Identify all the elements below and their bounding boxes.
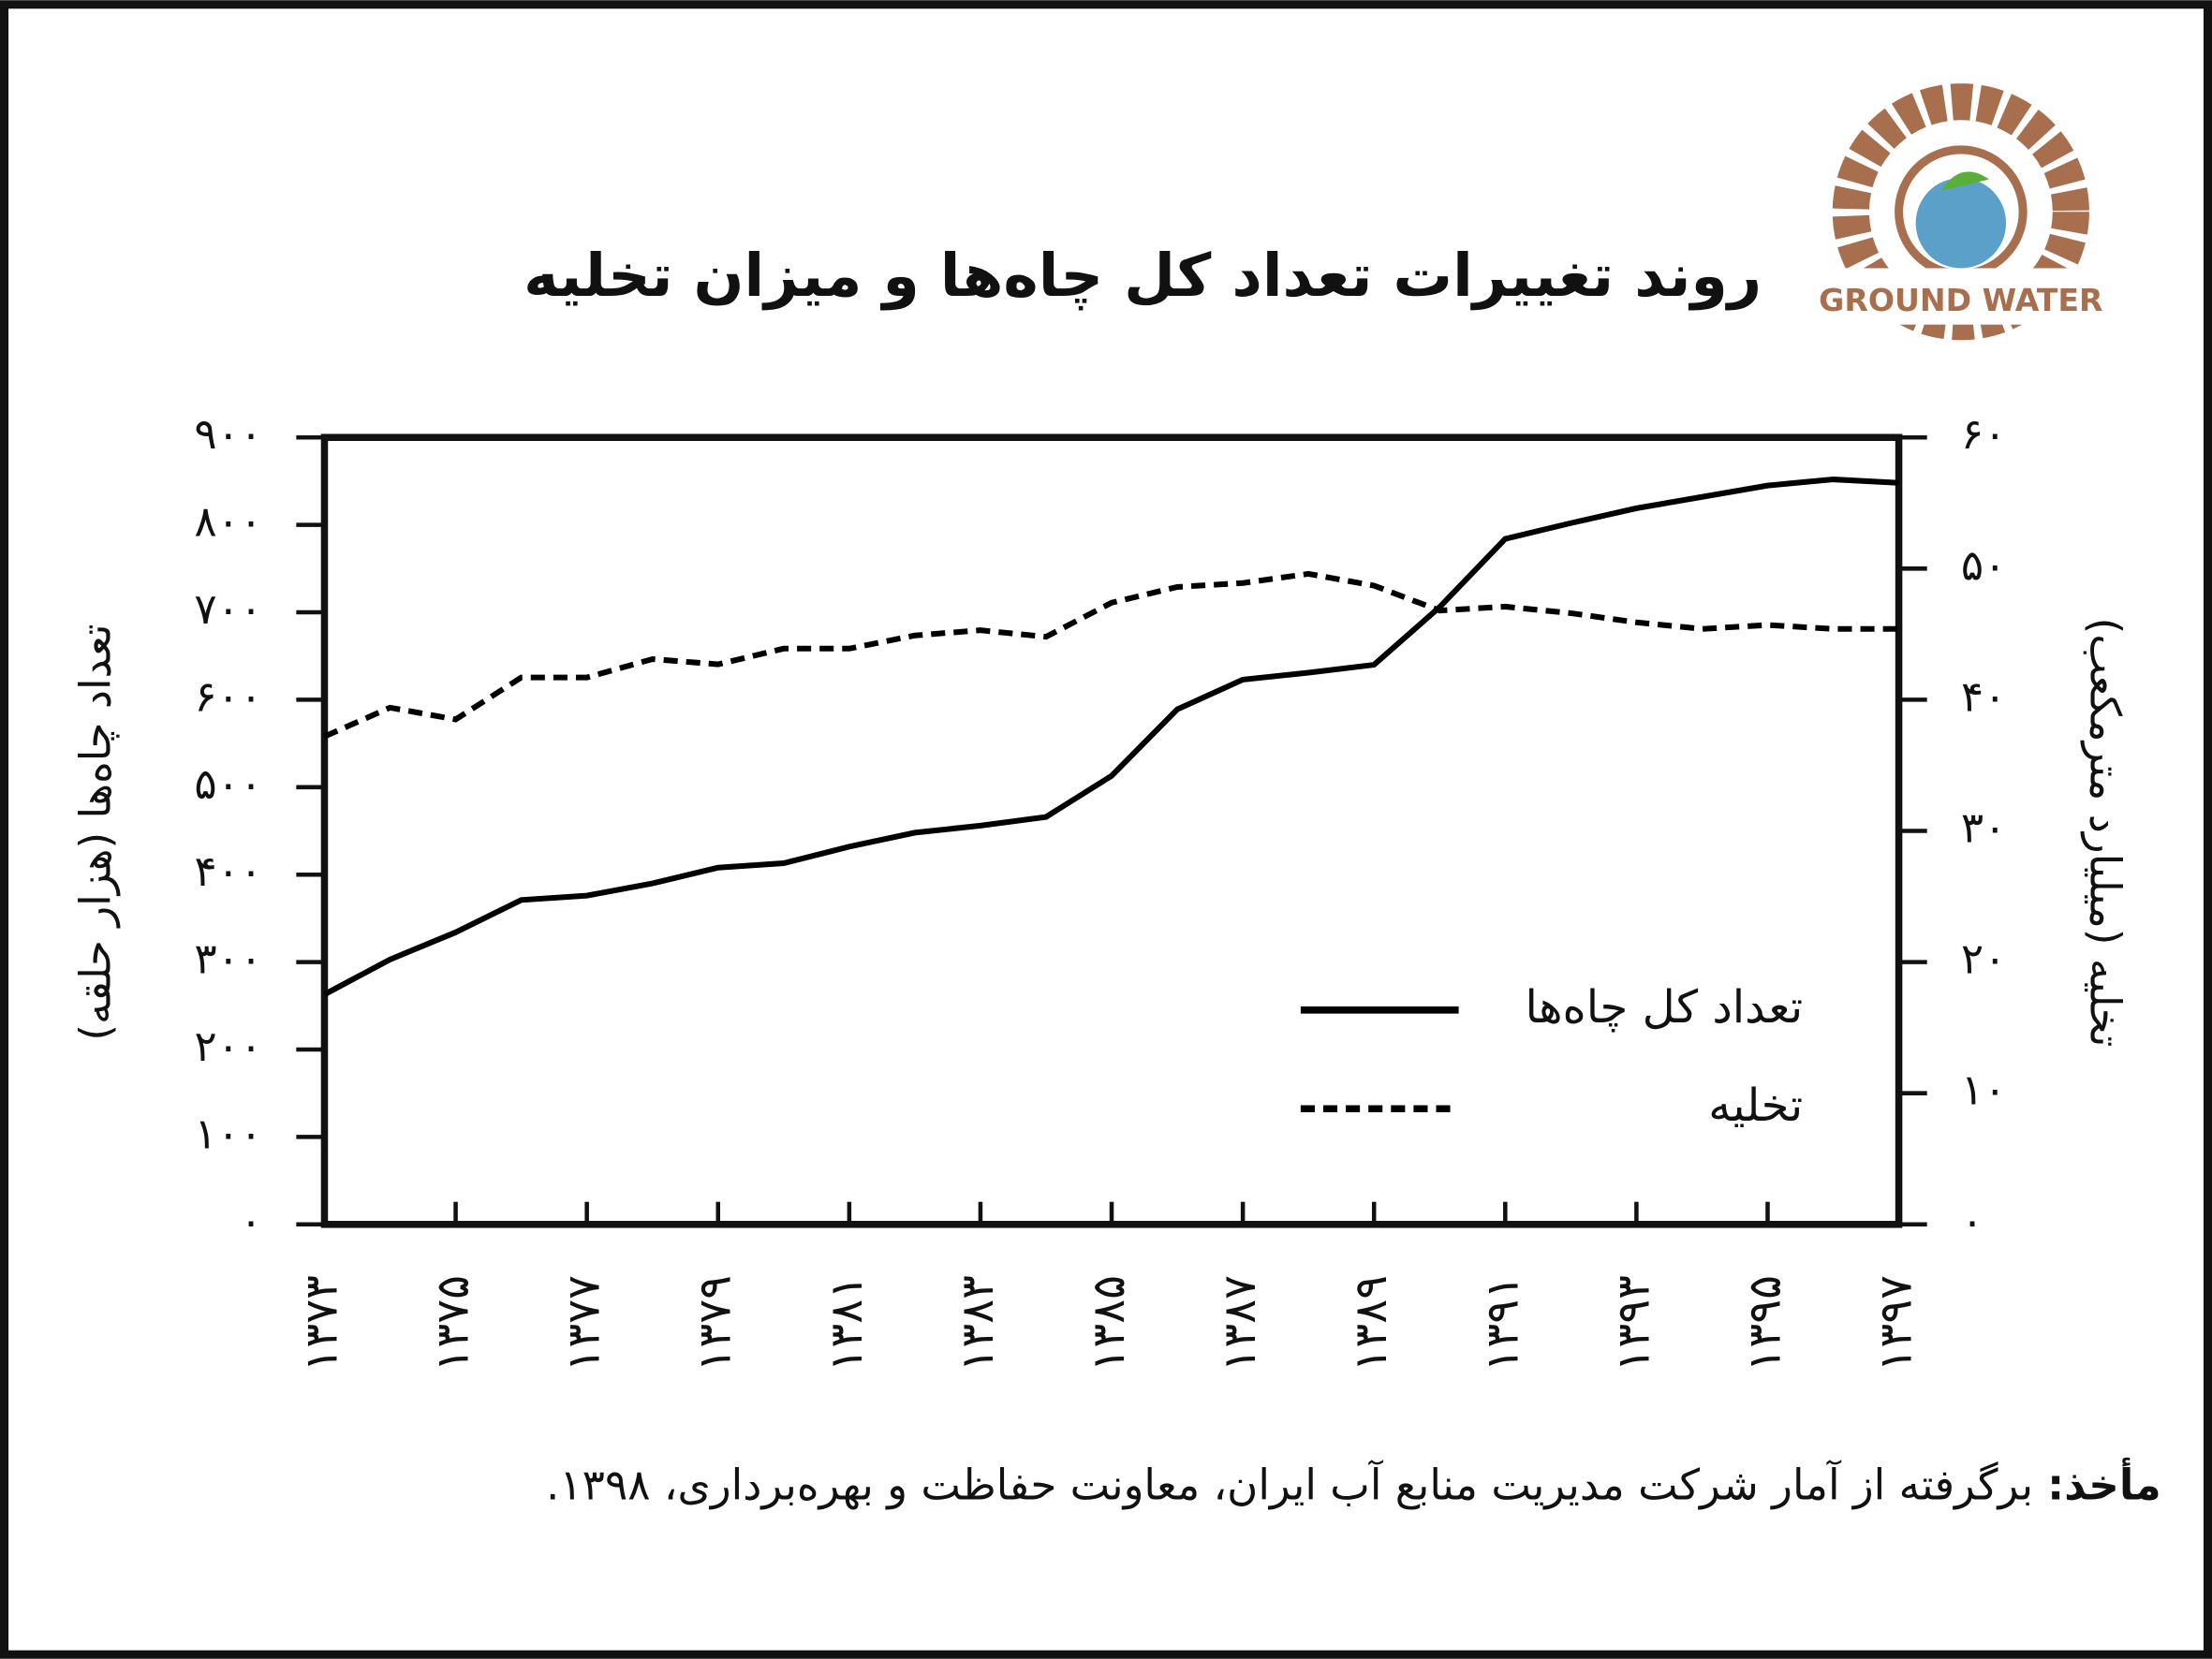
logo-bg: [1834, 268, 2088, 325]
y2-axis-title: تخلیه (میلیارد مترمکعب): [2080, 618, 2131, 1048]
logo-text: GROUND WATER: [1819, 282, 2102, 318]
data-line: [323, 570, 1899, 740]
y2-tick-label: ۲۰: [1961, 934, 2007, 984]
y2-tick-label: ۵۰: [1961, 540, 2007, 590]
plot-frame: [320, 433, 1903, 1228]
y-tick-label: ۶۰۰: [194, 671, 262, 721]
logo-water: [1915, 178, 2007, 269]
logo-leaf: [1940, 171, 1989, 191]
y-tick-label: ۹۰۰: [194, 409, 262, 459]
x-tick-label: ۱۳۷۷: [558, 1275, 611, 1373]
x-tick-label: ۱۳۸۹: [1345, 1275, 1397, 1373]
y2-tick-label: ۱۰: [1961, 1065, 2007, 1115]
x-tick-label: ۱۳۸۵: [1083, 1275, 1135, 1373]
legend-label: تخلیه: [1708, 1079, 1803, 1132]
y-tick-label: ۷۰۰: [194, 584, 262, 634]
x-tick-label: ۱۳۹۷: [1870, 1275, 1923, 1373]
x-tick-label: ۱۳۹۱: [1476, 1275, 1528, 1373]
x-tick-label: ۱۳۹۳: [1607, 1275, 1659, 1373]
source-text: برگرفته از آمار شرکت مدیریت منابع آب ایر…: [546, 1459, 2033, 1510]
x-tick-label: ۱۳۷۳: [295, 1275, 347, 1373]
y-tick-label: ۵۰۰: [194, 759, 262, 809]
source-label: مأخذ:: [2047, 1457, 2161, 1509]
logo: GROUND WATER: [1819, 83, 2103, 341]
y-tick-label: ۳۰۰: [194, 934, 262, 984]
x-tick-label: ۱۳۸۷: [1214, 1275, 1266, 1373]
y-tick-label: ۴۰۰: [194, 846, 262, 896]
y-tick-label: ۱۰۰: [194, 1108, 262, 1158]
y2-tick-label: ۳۰: [1961, 803, 2007, 853]
x-tick-label: ۱۳۷۹: [689, 1275, 742, 1373]
y2-tick-label: ۶۰: [1961, 409, 2007, 459]
y-axis-title: تعداد چاه‌ها (هزار حلقه): [70, 624, 121, 1040]
source-note: مأخذ: برگرفته از آمار شرکت مدیریت منابع آ…: [546, 1457, 2161, 1510]
y-tick-label: ۲۰۰: [194, 1021, 262, 1071]
y-tick-label: ۰: [240, 1197, 262, 1246]
y-tick-label: ۸۰۰: [194, 497, 262, 547]
x-tick-label: ۱۳۸۱: [820, 1275, 873, 1373]
x-tick-label: ۱۳۸۳: [951, 1275, 1004, 1373]
x-tick-label: ۱۳۹۵: [1738, 1275, 1791, 1373]
chart-title: روند تغییرات تعداد کل چاه‌ها و میزان تخل…: [524, 241, 1762, 311]
legend-label: تعداد کل چاه‌ها: [1525, 981, 1803, 1034]
y2-tick-label: ۴۰: [1961, 671, 2007, 721]
x-tick-label: ۱۳۷۵: [427, 1275, 479, 1373]
data-line: [323, 477, 1899, 997]
y2-tick-label: ۰: [1961, 1197, 1983, 1246]
